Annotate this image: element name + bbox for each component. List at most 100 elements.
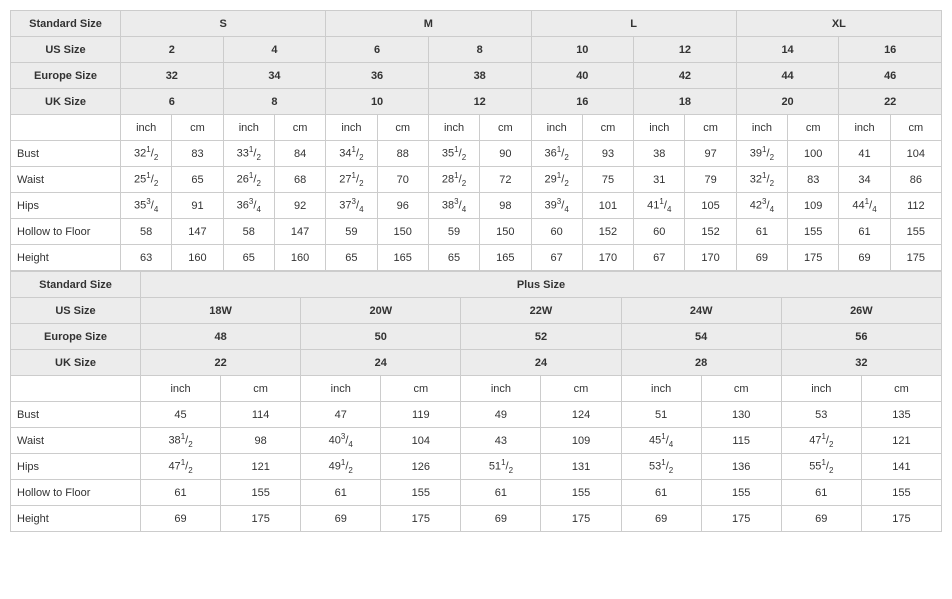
- cell: 91: [172, 193, 223, 219]
- measure-label: Waist: [11, 428, 141, 454]
- cell: 351/2: [428, 141, 479, 167]
- cell: 109: [788, 193, 839, 219]
- header-europe-size-2: Europe Size: [11, 324, 141, 350]
- table-row: Height6917569175691756917569175: [11, 506, 942, 532]
- header-s: S: [121, 11, 326, 37]
- uk-0: 6: [121, 89, 224, 115]
- puk-4: 32: [781, 350, 941, 376]
- cell: 175: [861, 506, 941, 532]
- unit-inch: inch: [301, 376, 381, 402]
- header-standard-size-2: Standard Size: [11, 272, 141, 298]
- cell: 98: [480, 193, 531, 219]
- cell: 61: [781, 480, 861, 506]
- cell: 291/2: [531, 167, 582, 193]
- cell: 45: [141, 402, 221, 428]
- cell: 69: [141, 506, 221, 532]
- uk-7: 22: [839, 89, 942, 115]
- peu-0: 48: [141, 324, 301, 350]
- header-standard-size: Standard Size: [11, 11, 121, 37]
- pus-2: 22W: [461, 298, 621, 324]
- cell: 101: [582, 193, 633, 219]
- cell: 65: [172, 167, 223, 193]
- eu-1: 34: [223, 63, 326, 89]
- cell: 114: [221, 402, 301, 428]
- measure-label: Bust: [11, 402, 141, 428]
- cell: 65: [223, 245, 274, 271]
- cell: 261/2: [223, 167, 274, 193]
- cell: 170: [582, 245, 633, 271]
- cell: 100: [788, 141, 839, 167]
- table-row: Waist251/265261/268271/270281/272291/275…: [11, 167, 942, 193]
- measure-label: Waist: [11, 167, 121, 193]
- header-europe-size: Europe Size: [11, 63, 121, 89]
- cell: 59: [428, 219, 479, 245]
- cell: 61: [839, 219, 890, 245]
- cell: 61: [301, 480, 381, 506]
- cell: 135: [861, 402, 941, 428]
- cell: 411/4: [634, 193, 685, 219]
- header-us-size-2: US Size: [11, 298, 141, 324]
- cell: 60: [531, 219, 582, 245]
- puk-0: 22: [141, 350, 301, 376]
- cell: 130: [701, 402, 781, 428]
- unit-cm: cm: [480, 115, 531, 141]
- cell: 155: [221, 480, 301, 506]
- unit-cm: cm: [172, 115, 223, 141]
- table-row: Height6316065160651656516567170671706917…: [11, 245, 942, 271]
- unit-cm: cm: [701, 376, 781, 402]
- cell: 531/2: [621, 454, 701, 480]
- cell: 361/2: [531, 141, 582, 167]
- cell: 98: [221, 428, 301, 454]
- unit-cm: cm: [861, 376, 941, 402]
- us-7: 16: [839, 37, 942, 63]
- cell: 69: [781, 506, 861, 532]
- unit-inch: inch: [326, 115, 377, 141]
- cell: 155: [861, 480, 941, 506]
- table-row: Hips471/2121491/2126511/2131531/2136551/…: [11, 454, 942, 480]
- cell: 84: [274, 141, 325, 167]
- cell: 451/4: [621, 428, 701, 454]
- cell: 381/2: [141, 428, 221, 454]
- cell: 175: [788, 245, 839, 271]
- cell: 141: [861, 454, 941, 480]
- cell: 69: [301, 506, 381, 532]
- size-chart-standard: Standard Size S M L XL US Size 2 4 6 8 1…: [10, 10, 942, 271]
- eu-3: 38: [428, 63, 531, 89]
- unit-inch: inch: [531, 115, 582, 141]
- unit-inch: inch: [839, 115, 890, 141]
- cell: 160: [172, 245, 223, 271]
- cell: 43: [461, 428, 541, 454]
- unit-row-plus: inchcminchcminchcminchcminchcm: [11, 376, 942, 402]
- cell: 152: [582, 219, 633, 245]
- cell: 363/4: [223, 193, 274, 219]
- cell: 160: [274, 245, 325, 271]
- cell: 391/2: [736, 141, 787, 167]
- cell: 34: [839, 167, 890, 193]
- unit-inch: inch: [121, 115, 172, 141]
- header-l: L: [531, 11, 736, 37]
- eu-2: 36: [326, 63, 429, 89]
- cell: 321/2: [736, 167, 787, 193]
- cell: 60: [634, 219, 685, 245]
- cell: 150: [480, 219, 531, 245]
- cell: 121: [861, 428, 941, 454]
- unit-cm: cm: [221, 376, 301, 402]
- unit-cm: cm: [274, 115, 325, 141]
- uk-3: 12: [428, 89, 531, 115]
- table-row: Bust321/283331/284341/288351/290361/2933…: [11, 141, 942, 167]
- measure-label: Hollow to Floor: [11, 219, 121, 245]
- cell: 69: [839, 245, 890, 271]
- unit-cm: cm: [377, 115, 428, 141]
- cell: 373/4: [326, 193, 377, 219]
- us-4: 10: [531, 37, 634, 63]
- eu-5: 42: [634, 63, 737, 89]
- cell: 321/2: [121, 141, 172, 167]
- cell: 96: [377, 193, 428, 219]
- cell: 58: [223, 219, 274, 245]
- header-uk-size-2: UK Size: [11, 350, 141, 376]
- uk-1: 8: [223, 89, 326, 115]
- cell: 112: [890, 193, 941, 219]
- cell: 70: [377, 167, 428, 193]
- header-plus-size: Plus Size: [141, 272, 942, 298]
- cell: 471/2: [141, 454, 221, 480]
